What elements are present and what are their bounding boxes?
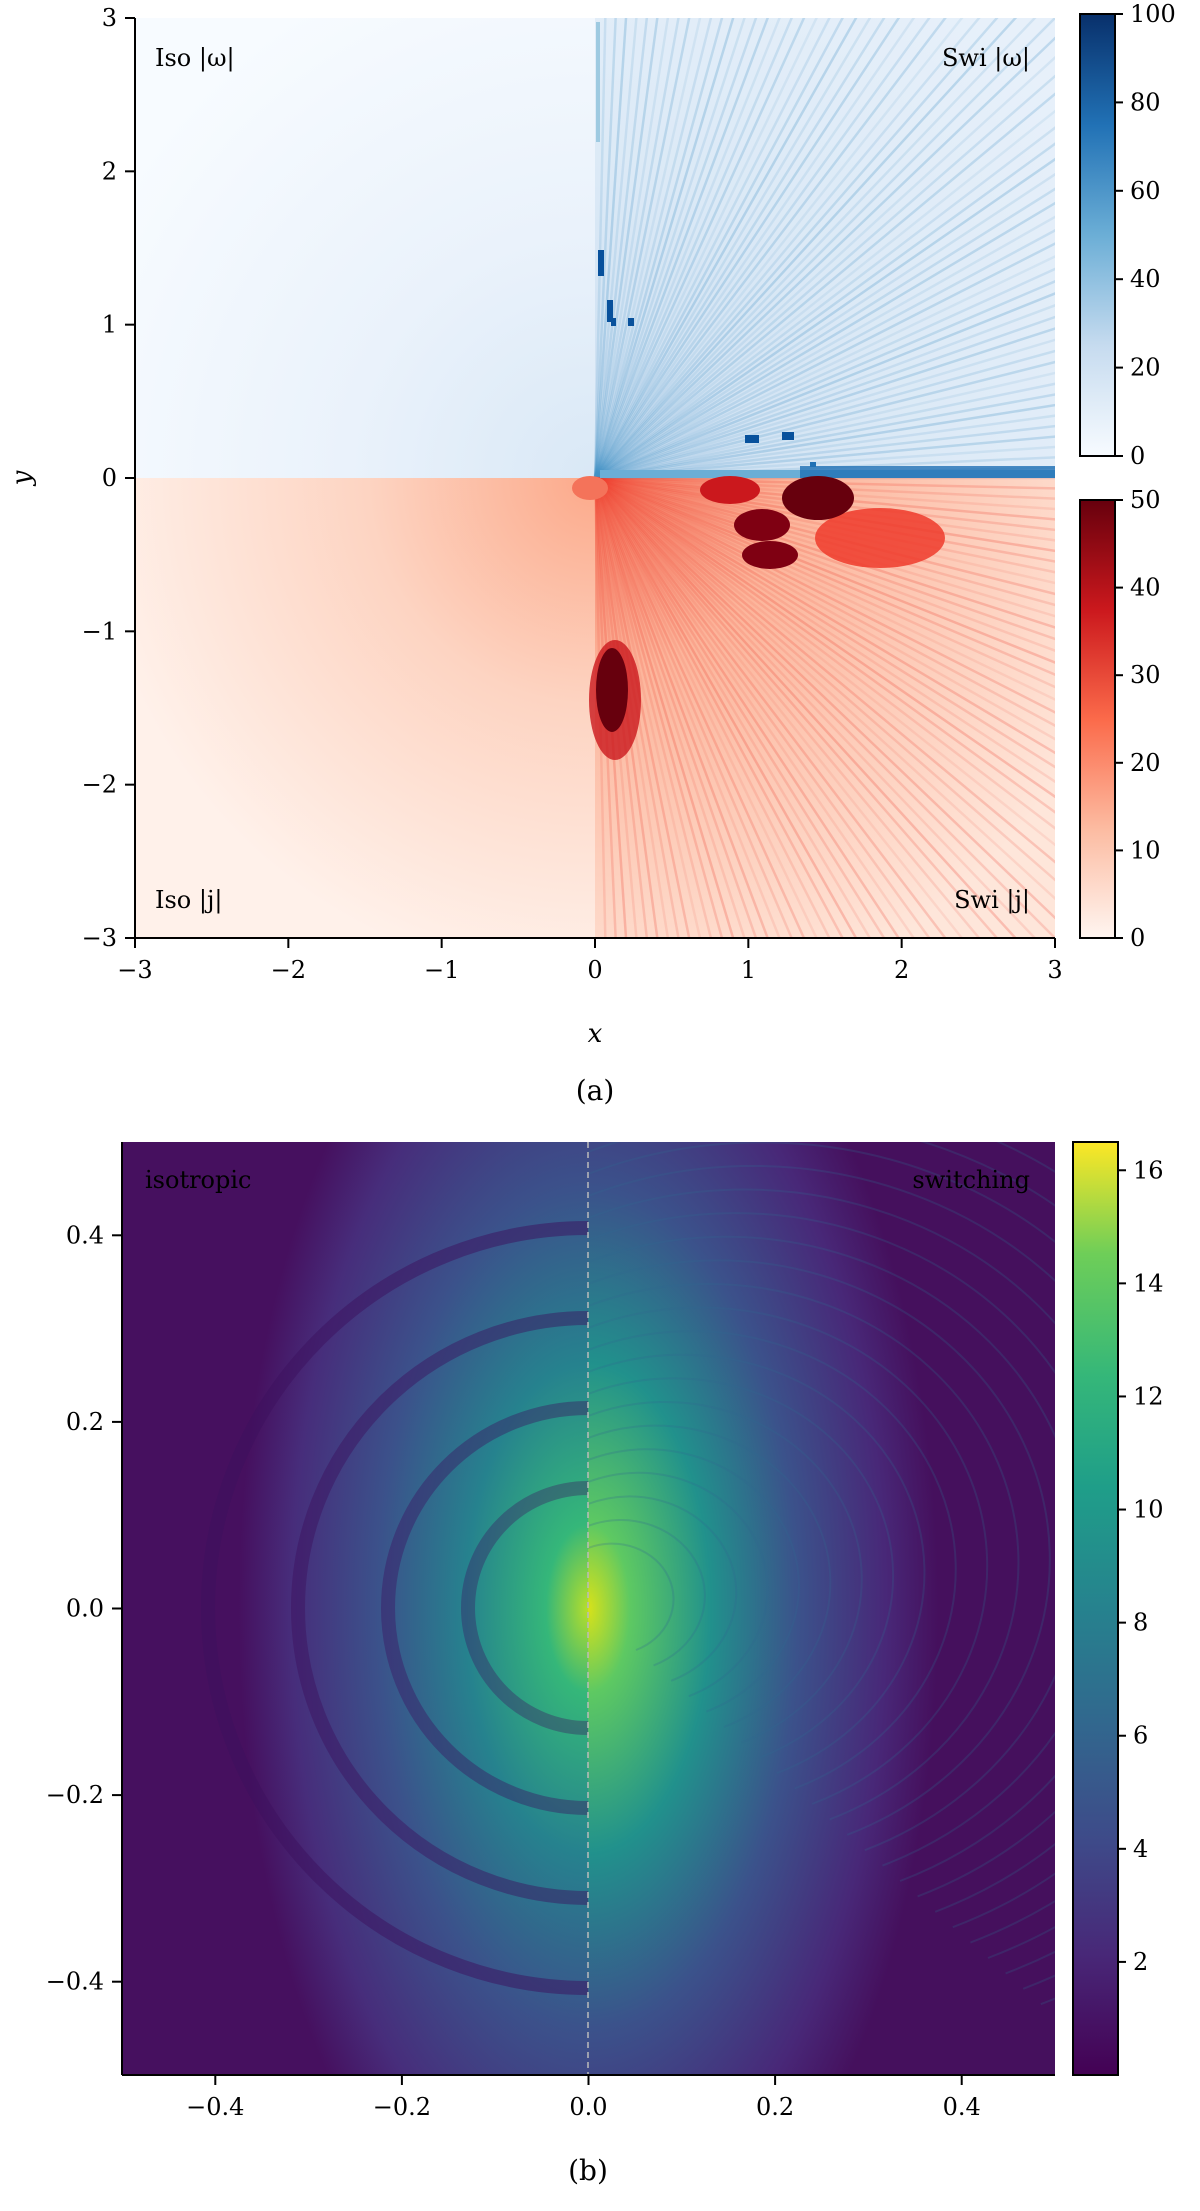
caption-a: (a): [576, 1074, 615, 1107]
swi-omega-hotspots: [596, 22, 1055, 478]
colorbar-tick-label: 20: [1130, 749, 1161, 777]
colorbar-tick-label-b: 4: [1133, 1835, 1148, 1863]
colorbar-tick-label: 60: [1130, 177, 1161, 205]
colorbar-viridis: [1072, 1141, 1119, 2076]
x-tick-label-a: 2: [894, 956, 909, 984]
x-tick-label-b: 0.4: [943, 2093, 981, 2121]
colorbar-j: [1079, 499, 1116, 939]
x-tick-label-a: 0: [587, 956, 602, 984]
panel-b-axes: −0.4 −0.2 0.0 0.2 0.4 0.4 0.2 0.0 −0.2 −0.4: [46, 1221, 981, 2121]
quadrant-iso-j: [135, 478, 595, 938]
switching-streaks: [587, 1142, 1055, 2006]
quadrant-swi-j: [595, 478, 1055, 938]
y-tick-label-a: 1: [102, 311, 117, 339]
colorbar-tick-label: 0: [1130, 924, 1145, 952]
colorbar-tick-label: 0: [1130, 442, 1145, 470]
swi-j-hotspots: [572, 476, 945, 760]
colorbar-tick-label-b: 16: [1133, 1156, 1164, 1184]
colorbar-tick-label: 30: [1130, 661, 1161, 689]
x-tick-label-b: −0.4: [186, 2093, 244, 2121]
x-tick-label-a: 1: [741, 956, 756, 984]
label-isotropic: isotropic: [145, 1166, 252, 1194]
isotropic-rings: [201, 1221, 589, 1995]
x-tick-label-a: −3: [117, 956, 152, 984]
y-tick-label-b: 0.4: [66, 1221, 104, 1249]
panel-b-colorbar-ticks: 16 14 12 10 8 6 4 2: [1118, 1156, 1164, 1976]
colorbar-omega: [1079, 13, 1116, 457]
y-tick-label-b: 0.2: [66, 1408, 104, 1436]
colorbar-tick-label: 80: [1130, 88, 1161, 116]
x-tick-label-a: 3: [1047, 956, 1062, 984]
y-axis-label-a: y: [7, 470, 37, 486]
panel-a-heatmap: [135, 18, 1055, 938]
x-tick-label-b: 0.0: [569, 2093, 607, 2121]
quadrant-swi-omega: [595, 18, 1055, 478]
y-tick-label-a: 0: [102, 464, 117, 492]
colorbar-tick-label: 50: [1130, 486, 1161, 514]
y-tick-label-b: 0.0: [66, 1595, 104, 1623]
colorbar-tick-label: 100: [1130, 0, 1176, 28]
panel-a-axes: −3 −2 −1 0 1 2 3 3 2 1 0 −1 −2 −3: [82, 4, 1063, 984]
y-tick-label-b: −0.4: [46, 1968, 104, 1996]
colorbar-tick-label: 40: [1130, 574, 1161, 602]
swi-omega-rays: [593, 18, 1055, 480]
x-tick-label-b: −0.2: [373, 2093, 431, 2121]
y-tick-label-a: −1: [82, 617, 117, 645]
y-tick-label-a: −2: [82, 771, 117, 799]
y-tick-label-a: 2: [102, 157, 117, 185]
label-swi-j: Swi |j|: [954, 886, 1030, 915]
y-tick-label-b: −0.2: [46, 1781, 104, 1809]
colorbar-tick-label: 40: [1130, 265, 1161, 293]
colorbar-tick-label-b: 14: [1133, 1269, 1164, 1297]
x-tick-label-b: 0.2: [756, 2093, 794, 2121]
caption-b: (b): [568, 2154, 608, 2187]
colorbar-tick-label-b: 10: [1133, 1496, 1164, 1524]
label-swi-omega: Swi |ω|: [942, 44, 1030, 73]
y-tick-label-a: −3: [82, 924, 117, 952]
x-axis-label-a: x: [588, 1019, 603, 1049]
colorbar-tick-label-b: 6: [1133, 1722, 1148, 1750]
label-switching: switching: [912, 1166, 1030, 1194]
y-tick-label-a: 3: [102, 4, 117, 32]
colorbar-tick-label: 20: [1130, 354, 1161, 382]
quadrant-iso-omega: [135, 18, 595, 478]
colorbar-tick-label-b: 12: [1133, 1382, 1164, 1410]
colorbar-tick-label-b: 8: [1133, 1609, 1148, 1637]
label-iso-j: Iso |j|: [155, 886, 223, 915]
swi-j-rays: [593, 476, 1055, 938]
colorbar-tick-label-b: 2: [1133, 1948, 1148, 1976]
label-iso-omega: Iso |ω|: [155, 44, 235, 73]
panel-b-heatmap: [122, 1142, 1055, 2075]
x-tick-label-a: −1: [424, 956, 459, 984]
x-tick-label-a: −2: [271, 956, 306, 984]
colorbar-tick-label: 10: [1130, 836, 1161, 864]
